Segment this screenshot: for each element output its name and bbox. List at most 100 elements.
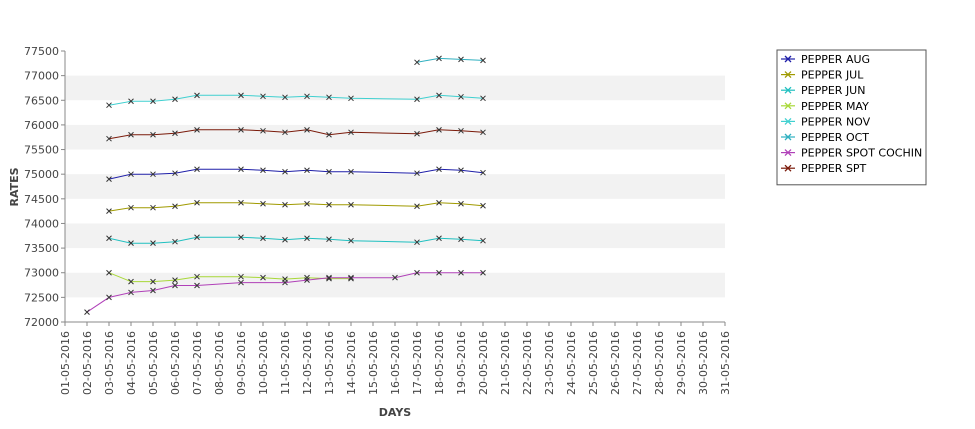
x-tick-label: 09-05-2016 xyxy=(235,331,248,395)
data-point xyxy=(260,127,266,134)
x-tick-label: 20-05-2016 xyxy=(477,331,490,395)
x-tick-label: 08-05-2016 xyxy=(213,331,226,395)
data-point xyxy=(150,171,156,178)
data-point xyxy=(348,275,354,282)
x-tick-label: 18-05-2016 xyxy=(433,331,446,395)
data-point xyxy=(150,204,156,211)
x-tick-label: 29-05-2016 xyxy=(675,331,688,395)
data-point xyxy=(458,56,464,63)
data-point xyxy=(128,240,134,247)
legend-swatch-marker xyxy=(784,164,792,172)
data-point xyxy=(194,273,200,280)
data-point xyxy=(172,203,178,210)
data-point xyxy=(260,93,266,100)
legend-item: PEPPER NOV xyxy=(781,115,871,128)
data-point xyxy=(106,176,112,182)
y-tick-label: 77000 xyxy=(24,70,59,83)
x-tick-label: 12-05-2016 xyxy=(301,331,314,395)
series-pepper-spot-cochin xyxy=(84,269,486,315)
data-point xyxy=(150,240,156,247)
data-point xyxy=(282,279,288,286)
data-point xyxy=(304,126,310,133)
legend-swatch-marker xyxy=(784,133,792,141)
legend-item: PEPPER OCT xyxy=(781,131,869,144)
data-point xyxy=(414,96,420,103)
data-point xyxy=(260,235,266,242)
data-point xyxy=(128,204,134,211)
data-point xyxy=(480,169,486,176)
x-tick-label: 16-05-2016 xyxy=(389,331,402,395)
data-point xyxy=(238,166,244,173)
data-point xyxy=(348,274,354,281)
data-point xyxy=(238,126,244,133)
data-point xyxy=(458,200,464,207)
y-tick-label: 75000 xyxy=(24,168,59,181)
data-point xyxy=(392,274,398,281)
legend-swatch-marker xyxy=(784,86,792,94)
data-point xyxy=(194,166,200,173)
x-tick-label: 17-05-2016 xyxy=(411,331,424,395)
legend-label: PEPPER AUG xyxy=(801,53,870,66)
data-point xyxy=(480,202,486,209)
legend-label: PEPPER SPOT COCHIN xyxy=(801,147,922,160)
data-point xyxy=(326,94,332,101)
data-point xyxy=(458,236,464,243)
data-point xyxy=(348,237,354,244)
data-point xyxy=(436,55,442,62)
data-point xyxy=(304,277,310,283)
series-pepper-jul xyxy=(106,199,486,214)
y-tick-label: 74500 xyxy=(24,193,59,206)
x-tick-label: 31-05-2016 xyxy=(719,331,732,395)
data-point xyxy=(414,203,420,210)
legend-label: PEPPER JUN xyxy=(801,84,865,97)
data-point xyxy=(348,201,354,208)
x-tick-label: 05-05-2016 xyxy=(147,331,160,395)
x-tick-label: 11-05-2016 xyxy=(279,331,292,395)
data-point xyxy=(282,129,288,136)
data-point xyxy=(480,57,486,64)
y-axis-label: RATES xyxy=(8,167,21,206)
data-point xyxy=(260,274,266,281)
data-point xyxy=(458,269,464,276)
legend-item: PEPPER MAY xyxy=(781,100,869,113)
legend-item: PEPPER SPT xyxy=(781,162,867,175)
plot-bands xyxy=(65,51,725,322)
data-point xyxy=(172,238,178,245)
data-point xyxy=(128,278,134,285)
data-point xyxy=(260,200,266,207)
data-point xyxy=(326,274,332,281)
data-point xyxy=(172,282,178,289)
data-point xyxy=(458,127,464,134)
x-tick-label: 30-05-2016 xyxy=(697,331,710,395)
data-point xyxy=(436,92,442,99)
x-tick-label: 07-05-2016 xyxy=(191,331,204,395)
x-tick-label: 24-05-2016 xyxy=(565,331,578,395)
data-point xyxy=(106,135,112,142)
data-point xyxy=(282,168,288,175)
data-point xyxy=(326,168,332,175)
data-point xyxy=(326,275,332,282)
series-pepper-nov xyxy=(106,92,486,109)
data-point xyxy=(128,289,134,296)
data-point xyxy=(480,129,486,136)
data-point xyxy=(414,269,420,276)
y-tick-label: 74000 xyxy=(24,217,59,230)
data-point xyxy=(238,92,244,99)
grid-band xyxy=(65,272,725,298)
legend-swatch-marker xyxy=(784,71,792,79)
data-point xyxy=(194,199,200,206)
x-tick-label: 22-05-2016 xyxy=(521,331,534,395)
data-point xyxy=(172,96,178,103)
legend-label: PEPPER MAY xyxy=(801,100,869,113)
x-tick-label: 14-05-2016 xyxy=(345,331,358,395)
x-tick-label: 26-05-2016 xyxy=(609,331,622,395)
data-point xyxy=(282,94,288,101)
series-pepper-oct xyxy=(414,55,486,66)
x-axis: 01-05-2016 02-05-2016 03-05-2016 04-05-2016… xyxy=(59,321,732,395)
x-tick-label: 04-05-2016 xyxy=(125,331,138,395)
data-point xyxy=(348,95,354,102)
data-point xyxy=(436,269,442,276)
series-lines xyxy=(84,55,486,315)
legend-label: PEPPER NOV xyxy=(801,115,871,128)
data-point xyxy=(106,269,112,276)
